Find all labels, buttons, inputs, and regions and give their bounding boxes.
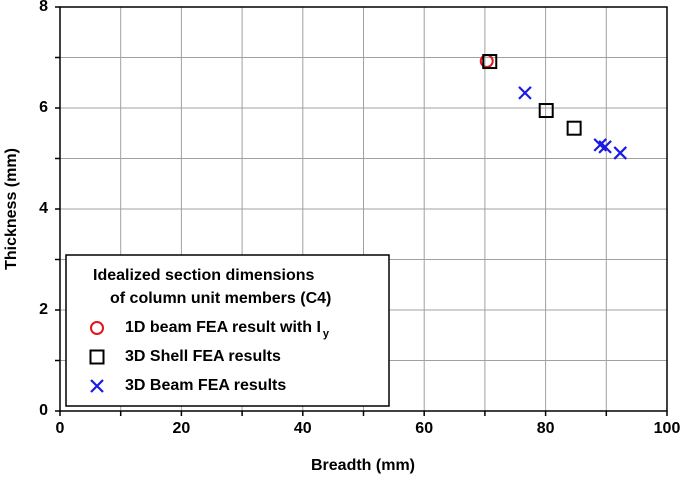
legend-label-text: 3D Beam FEA results: [125, 377, 286, 394]
point: [482, 54, 498, 70]
point: [518, 86, 532, 100]
point: [566, 120, 582, 136]
legend-label-text: 3D Shell FEA results: [125, 348, 281, 365]
x-tick-label: 60: [415, 420, 433, 437]
y-tick-label: 2: [39, 301, 48, 318]
x-tick-label: 0: [56, 420, 65, 437]
y-tick-label: 0: [39, 402, 48, 419]
legend-marker: [89, 349, 105, 365]
y-axis-label: Thickness (mm): [3, 148, 20, 270]
legend-marker: [90, 321, 104, 335]
legend-label: 3D Beam FEA results: [125, 377, 286, 394]
y-tick-label: 6: [39, 99, 48, 116]
point: [598, 140, 612, 154]
point: [613, 146, 628, 160]
x-tick-label: 80: [537, 420, 555, 437]
legend-title: of column unit members (C4): [110, 290, 331, 307]
x-axis-label: Breadth (mm): [311, 457, 415, 474]
x-tick-label: 20: [173, 420, 191, 437]
point: [538, 103, 554, 119]
legend-label-text: 1D beam FEA result with I: [125, 319, 321, 336]
x-tick-label: 40: [294, 420, 312, 437]
legend-box: [65, 254, 390, 407]
legend-label-subscript: y: [323, 328, 330, 340]
y-tick-label: 8: [39, 0, 48, 15]
legend-label: 3D Shell FEA results: [125, 348, 281, 365]
legend-marker: [90, 379, 104, 393]
legend-title: Idealized section dimensions: [93, 267, 314, 284]
x-tick-label: 100: [654, 420, 681, 437]
y-tick-label: 4: [39, 200, 48, 217]
plot-frame: [59, 6, 668, 412]
